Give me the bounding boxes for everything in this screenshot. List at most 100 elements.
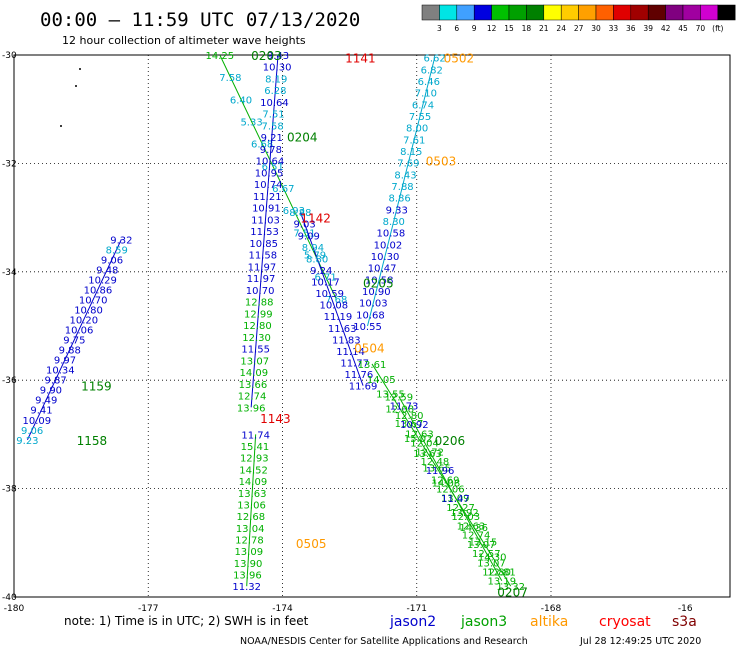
y-tick-label: -40 (2, 593, 17, 603)
swh-value: 11.19 (324, 312, 353, 323)
pass-time-label: 1158 (77, 434, 108, 448)
swh-value: 12.06 (436, 485, 465, 496)
colorbar-swatch (665, 4, 684, 21)
swh-value: 10.06 (65, 326, 94, 337)
swh-value: 12.27 (446, 503, 475, 514)
x-tick-label: -180 (4, 604, 25, 614)
swh-value: 10.30 (263, 63, 292, 74)
swh-value: 10.70 (79, 295, 108, 306)
swh-value: 13.07 (477, 558, 506, 569)
track-line (26, 239, 122, 441)
swh-value: 14.36 (459, 523, 488, 534)
swh-value: 11.77 (340, 358, 369, 369)
swh-value: 8.94 (302, 243, 324, 254)
swh-value: 13.07 (240, 356, 269, 367)
swh-value: 9.78 (260, 145, 282, 156)
swh-value: 12.74 (462, 531, 491, 542)
pass-time-label: 0505 (296, 537, 327, 551)
0205-track: 13.61 14.05 13.55 12.08 13.67 15.02 13.63 13.65… (358, 360, 525, 593)
swh-value: 11.58 (248, 251, 277, 262)
swh-value: 14.09 (239, 477, 268, 488)
track-line (246, 434, 257, 587)
swh-value: 12.63 (457, 521, 486, 532)
swh-value: 13.19 (487, 577, 516, 588)
x-tick-label: -16 (678, 604, 693, 614)
swh-value: 14.25 (206, 51, 235, 62)
pass-time-label: 0206 (435, 434, 466, 448)
swh-value: 7.88 (391, 182, 413, 193)
colorbar-label: 21 (539, 24, 549, 33)
map-frame (13, 54, 731, 598)
swh-value: 11.69 (349, 382, 378, 393)
swh-value: 13.06 (237, 500, 266, 511)
swh-value: 8.00 (406, 124, 428, 135)
swh-value: 7.10 (415, 89, 437, 100)
map-title: 00:00 – 11:59 UTC 07/13/2020 (40, 9, 360, 31)
swh-value: 9.03 (293, 220, 315, 231)
swh-value: 13.61 (358, 360, 387, 371)
x-tick-label: -174 (272, 604, 293, 614)
pass-time-label: 0504 (354, 342, 385, 356)
swh-value: 12.80 (243, 321, 272, 332)
swh-value: 13.32 (496, 582, 525, 593)
swh-value: 8.19 (265, 74, 287, 85)
satellite-legend-altika: altika (530, 614, 568, 630)
x-tick-label: -171 (407, 604, 427, 614)
swh-value: 12.88 (245, 298, 274, 309)
colorbar-label: 18 (522, 24, 532, 33)
swh-value: 12.03 (451, 512, 480, 523)
swh-value: 10.74 (254, 180, 283, 191)
swh-value: 11.97 (248, 262, 277, 273)
colorbar-swatch (613, 4, 632, 21)
swh-value: 12.30 (242, 333, 271, 344)
colorbar-label: (ft) (712, 24, 723, 33)
swh-value: 12.68 (237, 512, 266, 523)
colorbar-swatch (473, 4, 492, 21)
satellite-legend-cryosat: cryosat (599, 614, 651, 630)
swh-value: 10.59 (315, 289, 344, 300)
swh-value: 11.55 (241, 345, 270, 356)
colorbar-label: 24 (556, 24, 566, 33)
swh-value: 13.09 (441, 493, 470, 504)
swh-value: 12.80 (482, 568, 511, 579)
track-line (250, 54, 279, 408)
swh-value: 9.88 (59, 346, 81, 357)
swh-value: 11.96 (426, 466, 455, 477)
colorbar-label: 45 (678, 24, 688, 33)
swh-value: 7.55 (409, 112, 431, 123)
0206-track: 12.5911.7312.8010.9212.6312.0412.7212.48… (385, 392, 517, 587)
colorbar-swatch (439, 4, 458, 21)
swh-value: 8.43 (394, 170, 416, 181)
pass-time-label: 1143 (260, 412, 291, 426)
swh-value: 5.79 (304, 251, 326, 262)
swh-value: 10.90 (362, 287, 391, 298)
swh-value: 9.97 (54, 356, 76, 367)
swh-value: 8.86 (388, 194, 410, 205)
swh-value: 10.20 (69, 315, 98, 326)
footer-note: note: 1) Time is in UTC; 2) SWH is in fe… (64, 614, 309, 628)
colorbar-swatch (560, 4, 579, 21)
swh-value: 15.02 (404, 434, 433, 445)
swh-value: 10.64 (256, 157, 285, 168)
swh-value: 10.64 (260, 98, 289, 109)
axis-tick-labels: -180 -177 -174 -171 -168 -16 -30 -32 -34 -36 -38 -4… (2, 51, 693, 614)
x-tick-label: -168 (541, 604, 562, 614)
swh-value: 12.59 (385, 392, 414, 403)
colorbar-label: 12 (487, 24, 497, 33)
track-line (371, 363, 512, 587)
swh-value: 7.58 (262, 121, 284, 132)
colorbar-label: 27 (574, 24, 584, 33)
swh-value: 7.51 (293, 228, 315, 239)
swh-value: 12.57 (472, 549, 501, 560)
swh-value: 6.74 (412, 100, 434, 111)
1159-track: 9.328.599.069.4810.2910.8610.7010.8010.2… (16, 235, 132, 447)
swh-value: 7.51 (262, 110, 284, 121)
swh-value: 11.53 (250, 227, 279, 238)
colorbar-label: 70 (696, 24, 706, 33)
swh-value: 12.80 (395, 411, 424, 422)
swh-value: 6.51 (262, 162, 284, 173)
colorbar-swatch (647, 4, 666, 21)
1143-track: 11.7415.4112.9314.5214.0913.6313.0612.68… (232, 430, 270, 593)
y-tick-label: -36 (2, 376, 17, 386)
